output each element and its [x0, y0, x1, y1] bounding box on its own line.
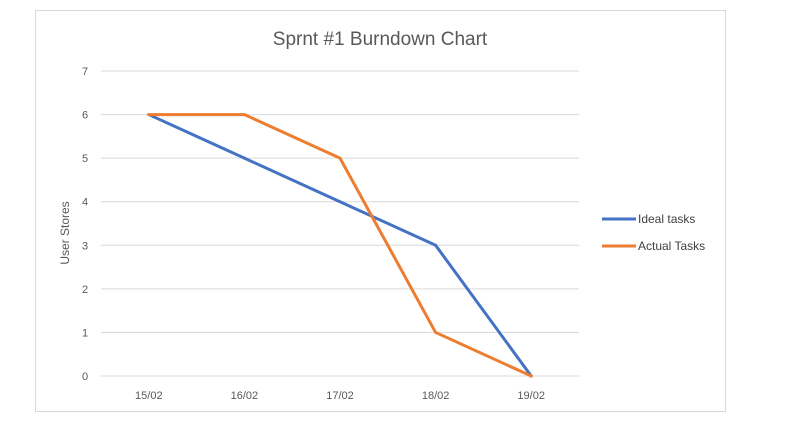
data-point-ideal-tasks: [434, 243, 438, 247]
x-tick-label: 18/02: [422, 390, 450, 402]
x-tick-label: 19/02: [517, 390, 545, 402]
data-point-ideal-tasks: [338, 200, 342, 204]
legend: Ideal tasks Actual Tasks: [602, 212, 705, 253]
y-tick-label: 2: [82, 284, 88, 296]
chart-title: Sprnt #1 Burndown Chart: [273, 29, 488, 50]
x-tick-label: 16/02: [231, 390, 259, 402]
data-point-ideal-tasks: [242, 156, 246, 160]
gridlines: [101, 70, 579, 377]
y-axis-title: User Stores: [58, 201, 72, 264]
x-tick-label: 15/02: [135, 390, 163, 402]
data-point-actual-tasks: [338, 156, 342, 160]
chart-frame: Sprnt #1 Burndown Chart User Stores 0 1 2 3…: [35, 10, 726, 412]
legend-label: Ideal tasks: [638, 212, 695, 226]
burndown-chart: Sprnt #1 Burndown Chart User Stores 0 1 2 3…: [58, 29, 705, 402]
y-tick-label: 1: [82, 327, 88, 339]
x-tick-label: 17/02: [326, 390, 354, 402]
y-tick-label: 4: [82, 197, 88, 209]
x-axis-ticks: 15/02 16/02 17/02 18/02 19/02: [135, 390, 545, 402]
data-point-actual-tasks: [529, 374, 533, 378]
y-tick-label: 6: [82, 110, 88, 122]
data-point-actual-tasks: [147, 113, 151, 117]
data-point-actual-tasks: [242, 113, 246, 117]
y-tick-label: 7: [82, 66, 88, 78]
y-axis-ticks: 0 1 2 3 4 5 6 7: [82, 66, 88, 383]
legend-label: Actual Tasks: [638, 239, 705, 253]
data-point-actual-tasks: [434, 330, 438, 334]
y-tick-label: 3: [82, 240, 88, 252]
y-tick-label: 5: [82, 153, 88, 165]
y-tick-label: 0: [82, 371, 88, 383]
series-lines: [147, 113, 533, 378]
